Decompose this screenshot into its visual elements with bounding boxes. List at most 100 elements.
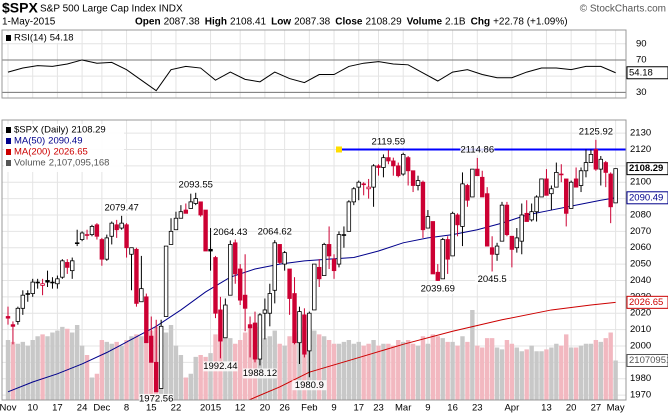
volume-bar — [450, 341, 455, 400]
candle-body — [420, 181, 426, 231]
candle-body — [559, 173, 564, 176]
candle-body — [336, 234, 342, 265]
volume-bar — [480, 347, 485, 400]
candle-body — [450, 212, 455, 257]
candle-body — [396, 165, 401, 177]
volume-bar — [267, 336, 273, 400]
candle-body — [94, 224, 100, 237]
annotation: 1972.56 — [139, 393, 173, 404]
volume-bar — [401, 341, 406, 400]
annotation: 2045.5 — [478, 274, 507, 285]
candle-body — [153, 361, 159, 393]
annotation: 2125.92 — [579, 126, 613, 137]
y-tick-label: 70 — [636, 54, 647, 65]
y-tick-label: 2050 — [630, 259, 651, 270]
volume-bar — [544, 349, 549, 400]
annotation-bg — [139, 393, 174, 404]
volume-bar — [144, 332, 149, 400]
candle-body — [247, 324, 253, 329]
y-tick-label: 30 — [636, 87, 647, 98]
candle-body — [514, 237, 520, 249]
volume-bar — [381, 343, 386, 400]
candle-body — [410, 170, 416, 186]
value-tag — [626, 162, 668, 176]
candle-body — [114, 224, 119, 231]
candle-body — [529, 211, 534, 221]
volume-bar — [559, 345, 564, 400]
volume-bar — [79, 345, 85, 400]
candle-body — [149, 335, 154, 363]
candle-body — [60, 260, 65, 278]
candle-body — [30, 281, 35, 294]
volume-bar — [302, 326, 307, 400]
volume-bar — [554, 343, 559, 400]
volume-bar — [272, 330, 277, 400]
candle-body — [583, 162, 589, 172]
value-tag-label: 2108.29 — [629, 163, 663, 174]
candle-body — [109, 222, 114, 237]
candle-body — [198, 201, 203, 216]
quote-label: Volume — [407, 17, 443, 28]
volume-bar — [60, 326, 65, 400]
rsi-plot — [2, 43, 626, 93]
candle-body — [534, 196, 539, 213]
volume-bar — [519, 351, 524, 400]
volume-bar — [15, 343, 21, 400]
annotation-bg — [242, 368, 277, 379]
candle-body — [317, 266, 322, 280]
volume-bar — [425, 343, 431, 400]
legend-swatch — [6, 160, 11, 166]
volume-bar — [405, 340, 411, 400]
candle-body — [144, 296, 149, 344]
candle-body — [307, 312, 312, 352]
price-plot — [2, 120, 626, 400]
value-tag — [626, 191, 668, 205]
candle-body — [297, 311, 302, 344]
volume-bar — [331, 343, 337, 400]
volume-bar — [514, 347, 520, 400]
candle-body — [480, 176, 485, 198]
candle-body — [134, 248, 139, 304]
volume-bar — [277, 343, 282, 400]
y-tick-label: 2040 — [630, 275, 651, 286]
candle-body — [331, 258, 337, 272]
candle-body — [351, 188, 356, 203]
volume-bar — [45, 336, 50, 400]
candle-body — [282, 252, 287, 265]
x-tick-label: 22 — [171, 403, 182, 414]
annotation-bg — [475, 274, 510, 285]
volume-bar — [183, 377, 189, 400]
volume-bar — [534, 351, 539, 400]
volume-bar — [149, 330, 154, 400]
value-tag — [626, 66, 668, 80]
volume-bar — [70, 332, 75, 400]
y-tick-label: 2120 — [630, 144, 651, 155]
volume-bar — [603, 338, 608, 400]
volume-bar — [460, 336, 465, 400]
volume-bar — [494, 347, 500, 400]
x-tick-label: 20 — [260, 403, 271, 414]
candle-body — [608, 173, 613, 208]
volume-bar — [361, 345, 366, 400]
y-tick-label: 2020 — [630, 308, 651, 319]
candle-body — [257, 314, 263, 360]
volume-bar — [10, 341, 16, 400]
candle-body — [163, 245, 169, 317]
volume-bar — [50, 332, 55, 400]
x-tick-label: Dec — [93, 403, 110, 414]
candle-body — [129, 247, 134, 255]
candle-body — [5, 316, 11, 319]
candle-body — [391, 160, 396, 167]
candle-body — [455, 214, 460, 226]
annotation: 1980.9 — [295, 380, 324, 391]
quote-label: Low — [271, 17, 291, 28]
y-tick-label: 2100 — [630, 177, 651, 188]
volume-bar — [208, 353, 213, 400]
candle-body — [84, 234, 90, 236]
x-tick-label: 9 — [425, 403, 430, 414]
y-tick-label: 1970 — [630, 390, 651, 401]
volume-bar — [346, 340, 352, 400]
x-tick-label: 26 — [279, 403, 290, 414]
quote-value: 2108.41 — [230, 17, 267, 28]
annotation: 2114.86 — [460, 144, 494, 155]
